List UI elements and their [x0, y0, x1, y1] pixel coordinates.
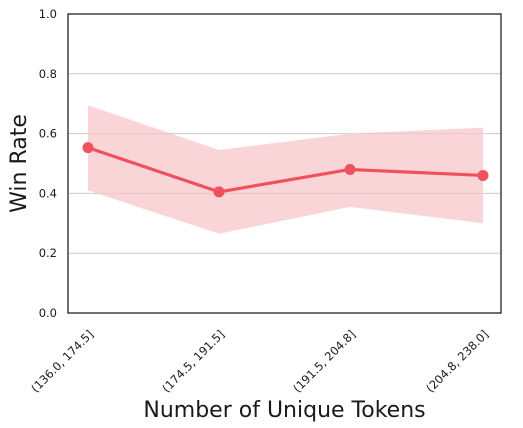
x-tick-label: (204.8, 238.0]	[423, 327, 491, 395]
y-tick-label: 0.0	[39, 306, 57, 320]
y-tick-label: 0.6	[39, 127, 57, 141]
data-point	[477, 169, 489, 181]
data-point	[344, 163, 356, 175]
series-line	[87, 146, 484, 194]
confidence-band	[88, 105, 483, 234]
plot-frame	[67, 13, 502, 314]
x-tick-label: (191.5, 204.8]	[290, 327, 358, 395]
data-point	[82, 142, 94, 154]
x-axis-title: Number of Unique Tokens	[143, 398, 425, 423]
y-axis-title: Win Rate	[7, 114, 32, 213]
y-tick-label: 1.0	[39, 7, 57, 21]
confidence-bands	[88, 105, 483, 234]
y-tick-label: 0.8	[39, 67, 57, 81]
series-layer	[82, 142, 489, 198]
y-axis-ticks: 0.0 0.2 0.4 0.6 0.8 1.0	[39, 7, 57, 320]
y-tick-label: 0.4	[39, 186, 57, 200]
x-tick-label: (136.0, 174.5]	[28, 327, 96, 395]
x-tick-label: (174.5, 191.5]	[159, 327, 227, 395]
data-point	[213, 186, 225, 198]
y-tick-label: 0.2	[39, 246, 57, 260]
x-axis-ticks: (136.0, 174.5] (174.5, 191.5] (191.5, 204.…	[28, 327, 491, 395]
